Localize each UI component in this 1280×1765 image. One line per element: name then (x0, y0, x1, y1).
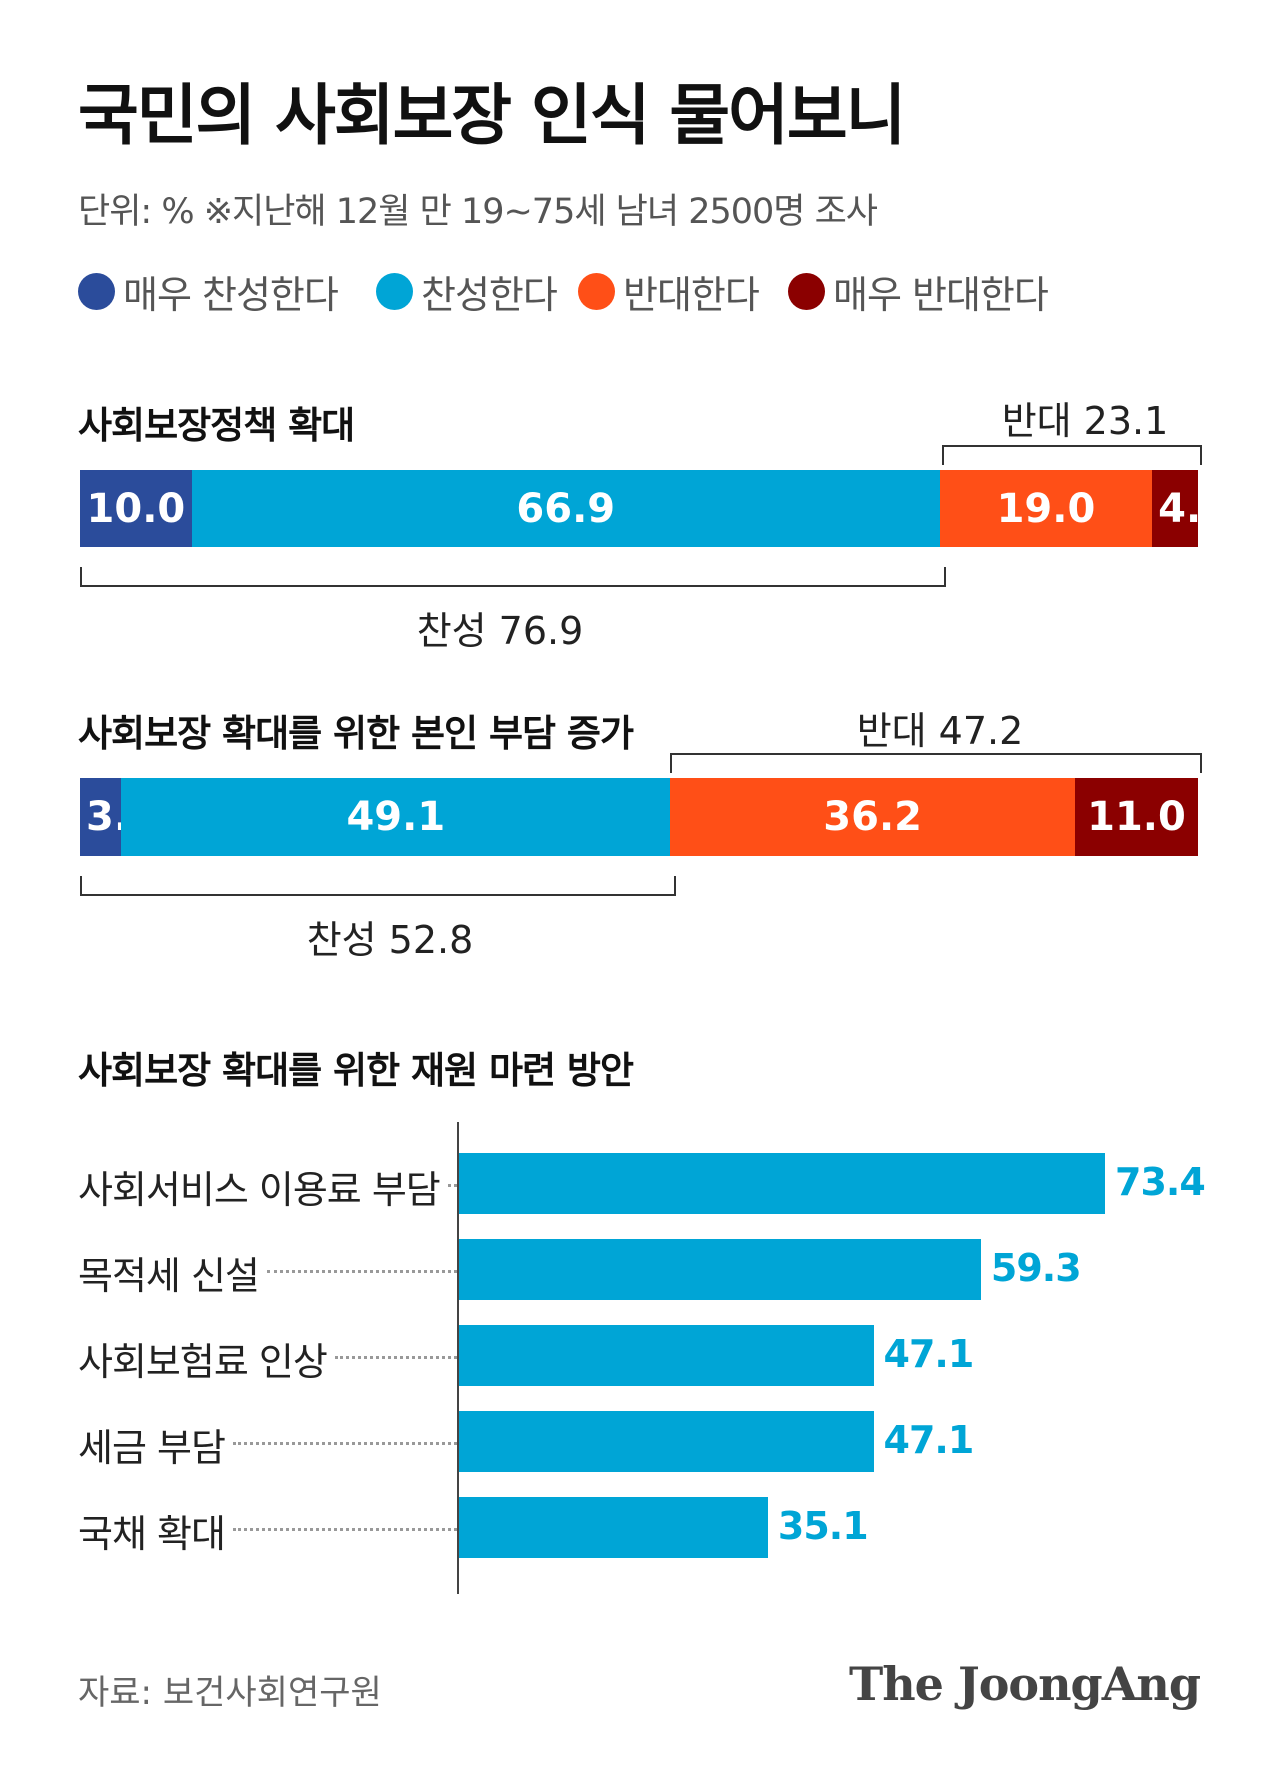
leader-dots (266, 1269, 457, 1273)
bar-segment-4 (1152, 470, 1198, 547)
category-label: 세금 부담 (78, 1426, 226, 1470)
category-label: 사회서비스 이용료 부담 (78, 1168, 441, 1212)
legend-item-oppose: 반대한다 (578, 266, 760, 317)
bar-value-label: 47.1 (883, 1332, 975, 1376)
legend-item-strongly-oppose: 매우 반대한다 (788, 266, 1049, 317)
oppose-total-label: 반대 47.2 (856, 709, 1024, 753)
bar-segment-2 (191, 470, 940, 547)
leader-dots (447, 1183, 457, 1187)
bar (459, 1411, 874, 1472)
bar-value-label: 11.0 (1087, 794, 1186, 840)
bar-value-label: 73.4 (1115, 1160, 1206, 1204)
bar-value-label: 36.2 (823, 794, 922, 840)
section-title-policy-expansion: 사회보장정책 확대 (78, 404, 355, 447)
legend-item-agree: 찬성한다 (376, 266, 558, 317)
leader-dots (232, 1441, 457, 1445)
bar (459, 1153, 1105, 1214)
bar (459, 1497, 768, 1558)
agree-total-label: 찬성 76.9 (416, 609, 584, 653)
legend-label: 찬성한다 (421, 272, 558, 317)
bar-segment-4 (1075, 778, 1198, 856)
bar-segment-3 (939, 470, 1153, 547)
bar-value-label: 49.1 (346, 794, 446, 840)
category-label: 목적세 신설 (78, 1254, 260, 1298)
legend-swatch (376, 272, 413, 310)
bar (459, 1325, 874, 1386)
unit-note: 단위: % ※지난해 12월 만 19~75세 남녀 2500명 조사 (78, 192, 878, 232)
category-label: 사회보험료 인상 (78, 1340, 328, 1384)
agree-bracket (80, 567, 946, 587)
agree-total-label: 찬성 52.8 (306, 918, 474, 962)
section-title-funding-methods: 사회보장 확대를 위한 재원 마련 방안 (78, 1049, 634, 1092)
legend-swatch (78, 272, 115, 310)
leader-dots (232, 1527, 457, 1531)
legend-label: 반대한다 (623, 272, 760, 317)
legend-swatch (578, 272, 615, 310)
stacked-bar-policy-expansion: 10.0 66.9 19.0 4.1 (80, 470, 1229, 547)
y-axis-line (457, 1122, 459, 1594)
bar-value-label: 19.0 (996, 485, 1096, 532)
bar-value-label: 59.3 (990, 1246, 1082, 1290)
legend-label: 매우 반대한다 (833, 272, 1049, 317)
oppose-bracket (670, 753, 1202, 773)
bar (459, 1239, 981, 1300)
leader-dots (334, 1355, 457, 1359)
chart-title: 국민의 사회보장 인식 물어보니 (78, 77, 906, 154)
legend-item-strongly-agree: 매우 찬성한다 (78, 266, 339, 317)
publisher-logo: The JoongAng (849, 1657, 1201, 1711)
legend-label: 매우 찬성한다 (123, 272, 339, 317)
stacked-bar-personal-burden: 3.749.136.211.0 (80, 778, 1198, 856)
category-label: 국채 확대 (78, 1512, 226, 1556)
bar-segment-1 (80, 470, 192, 547)
oppose-total-label: 반대 23.1 (1001, 399, 1169, 443)
legend-swatch (788, 272, 825, 310)
bar-value-label: 66.9 (516, 485, 616, 532)
bar-segment-1 (80, 778, 122, 856)
bar-segment-3 (670, 778, 1075, 856)
agree-bracket (80, 876, 676, 896)
source-note: 자료: 보건사회연구원 (78, 1673, 382, 1713)
bar-segment-2 (121, 778, 671, 856)
bar-value-label: 47.1 (883, 1418, 975, 1462)
section-title-personal-burden: 사회보장 확대를 위한 본인 부담 증가 (78, 712, 634, 755)
bar-value-label: 10.0 (86, 485, 186, 532)
bar-value-label: 4.1 (1158, 485, 1230, 532)
bar-value-label: 35.1 (777, 1504, 869, 1548)
oppose-bracket (942, 445, 1202, 465)
